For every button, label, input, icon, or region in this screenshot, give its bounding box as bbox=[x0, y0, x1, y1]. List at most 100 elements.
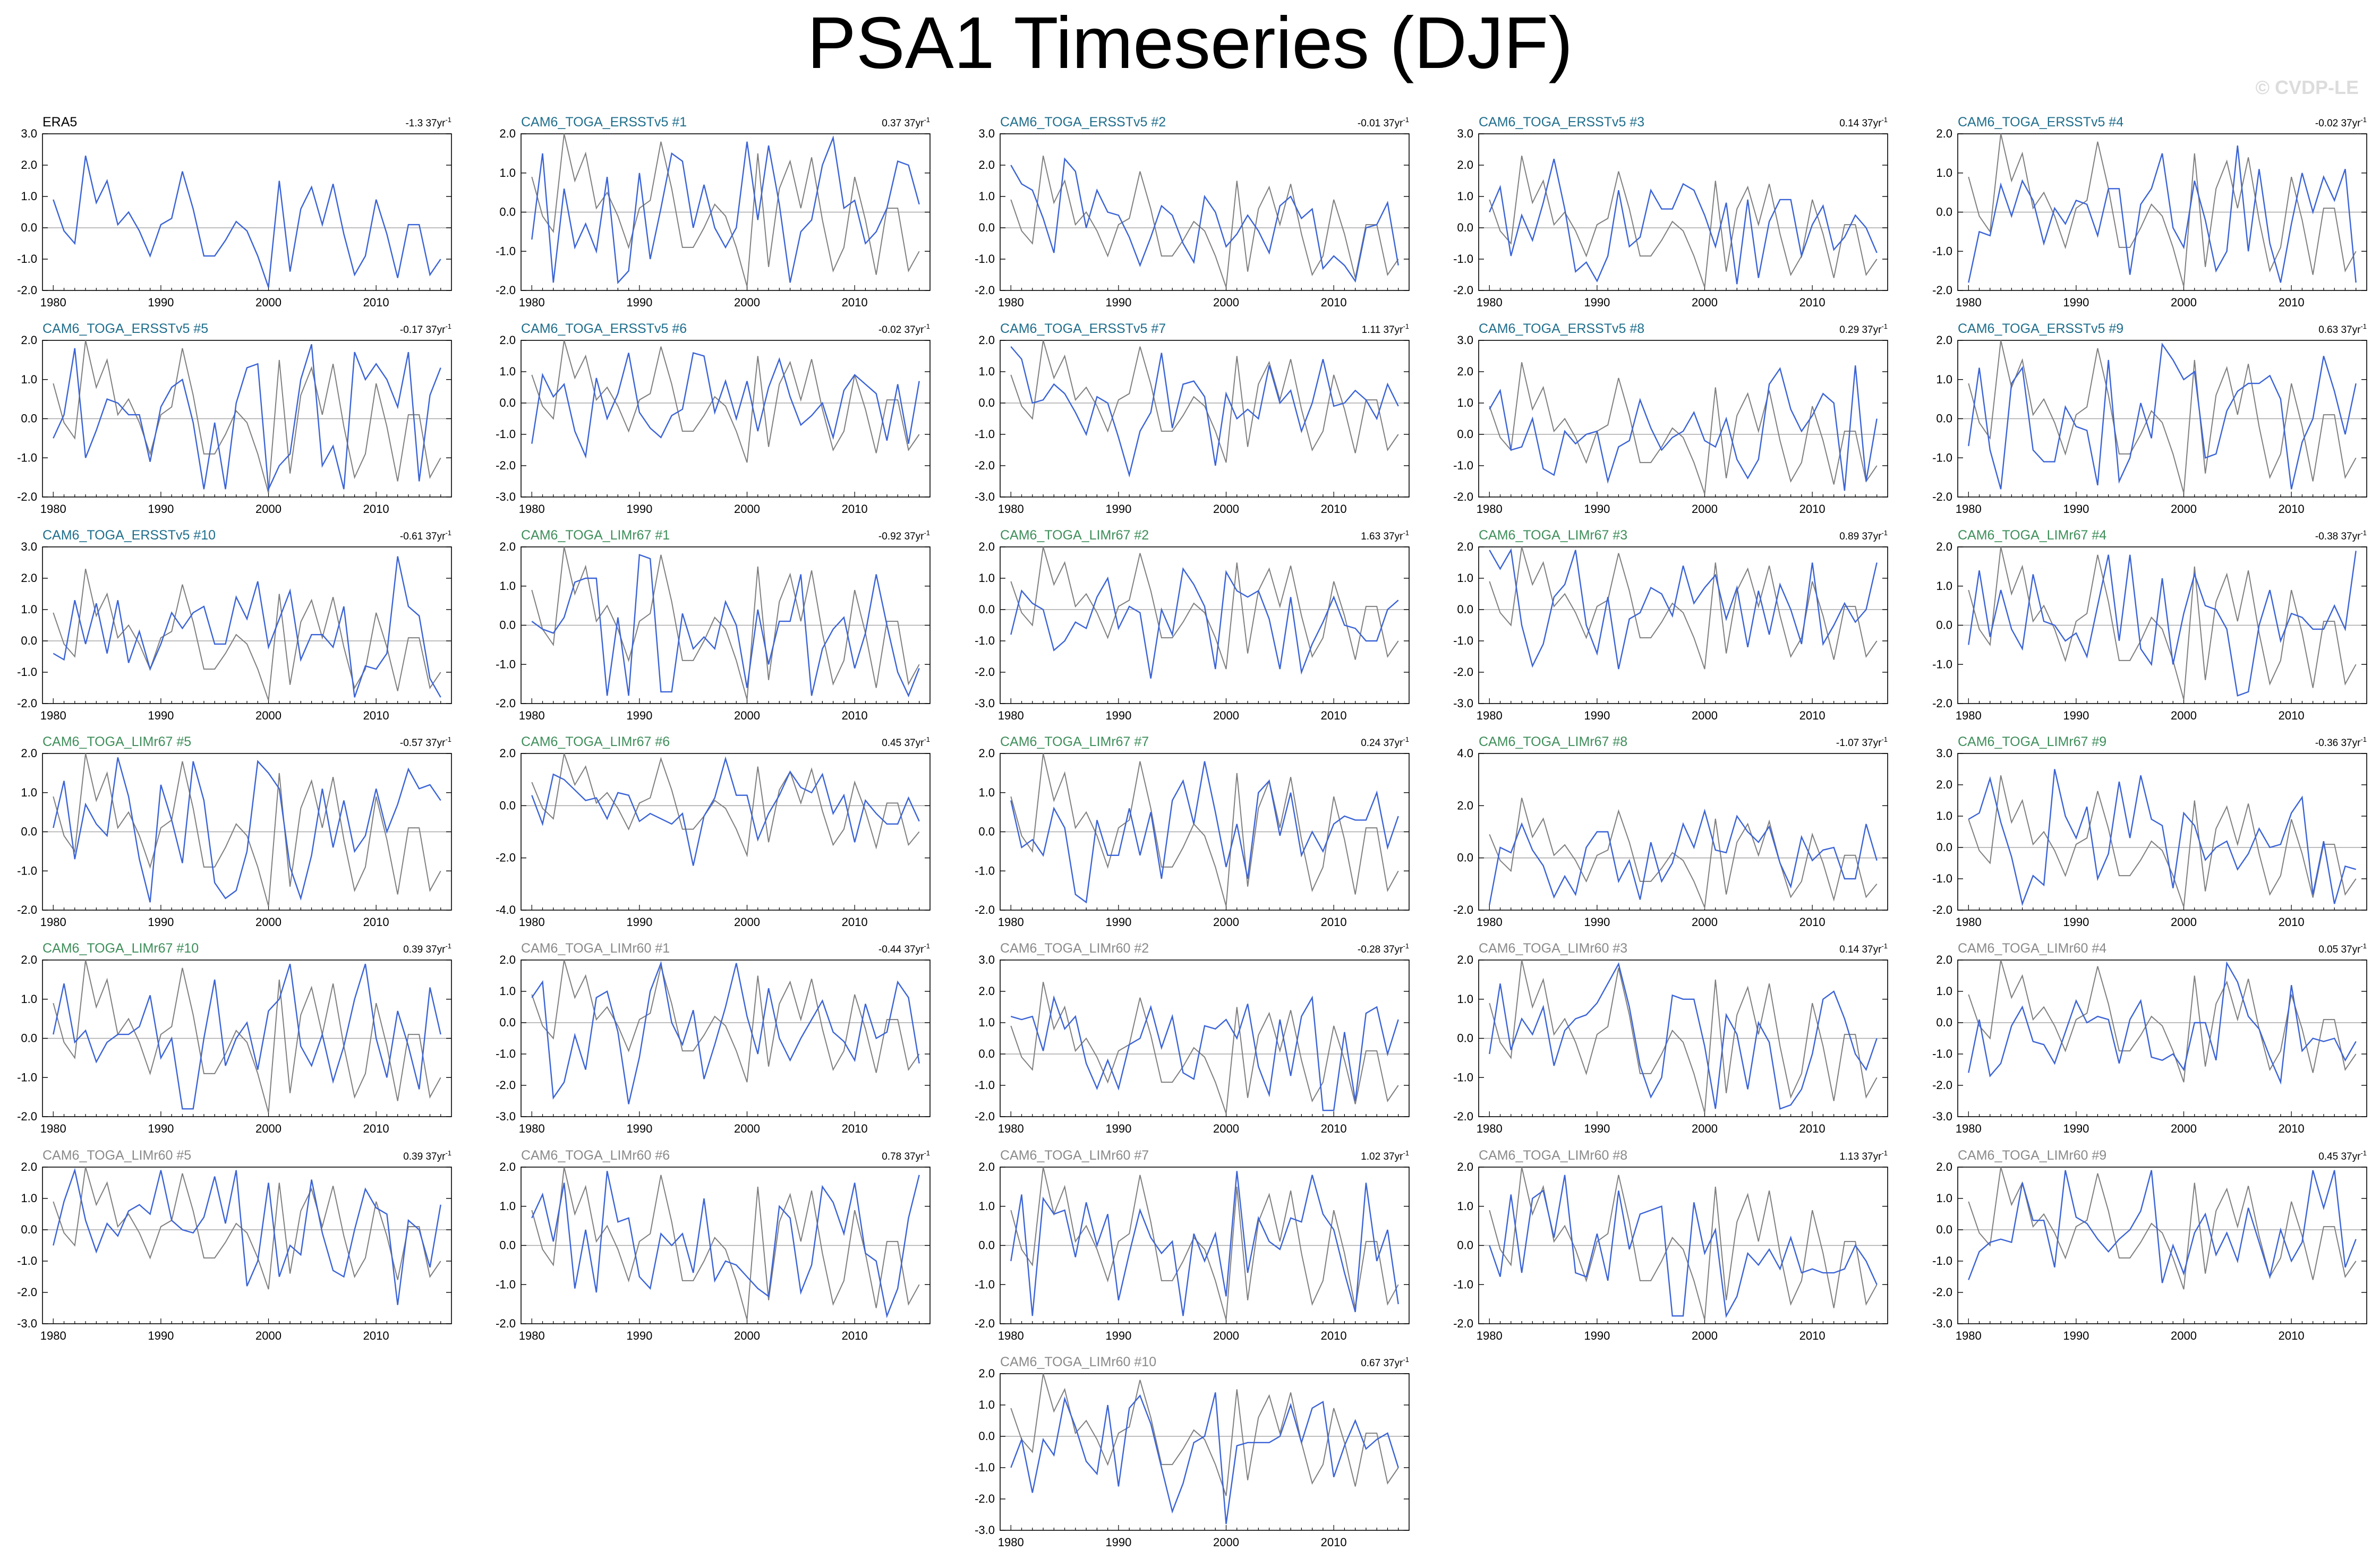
series-line-member bbox=[531, 135, 920, 285]
y-tick-label: 2.0 bbox=[21, 1160, 37, 1173]
x-tick-label: 1980 bbox=[1477, 502, 1503, 516]
panel-title: CAM6_TOGA_LIMr60 #9 bbox=[1958, 1148, 2106, 1163]
x-tick-label: 1980 bbox=[1477, 1122, 1503, 1135]
x-tick-label: 1980 bbox=[1956, 709, 1982, 722]
x-tick-label: 1990 bbox=[626, 296, 652, 309]
x-tick-label: 2010 bbox=[2279, 296, 2305, 309]
y-tick-label: -1.0 bbox=[1453, 634, 1473, 647]
x-tick-label: 2010 bbox=[1321, 296, 1347, 309]
x-tick-label: 2010 bbox=[1799, 296, 1825, 309]
y-tick-label: 1.0 bbox=[21, 786, 37, 799]
y-tick-label: -1.0 bbox=[17, 252, 37, 265]
y-tick-label: 2.0 bbox=[978, 747, 995, 760]
y-tick-label: 2.0 bbox=[978, 1367, 995, 1380]
y-tick-label: 3.0 bbox=[978, 953, 995, 966]
trend-label: -1.3 37yr-1 bbox=[405, 116, 451, 129]
y-tick-label: 2.0 bbox=[1457, 953, 1473, 966]
y-tick-label: 2.0 bbox=[21, 158, 37, 172]
y-tick-label: 2.0 bbox=[21, 571, 37, 585]
plot-frame bbox=[1478, 340, 1888, 498]
panel-title: CAM6_TOGA_ERSSTv5 #3 bbox=[1479, 115, 1644, 130]
y-tick-label: 1.0 bbox=[978, 1398, 995, 1411]
y-tick-label: 3.0 bbox=[978, 127, 995, 140]
y-tick-label: 1.0 bbox=[978, 1199, 995, 1213]
panel-title: CAM6_TOGA_LIMr67 #10 bbox=[42, 941, 199, 956]
y-tick-label: 0.0 bbox=[978, 1429, 995, 1443]
y-tick-label: 0.0 bbox=[21, 825, 37, 838]
x-tick-label: 2000 bbox=[2171, 296, 2197, 309]
panel-title: CAM6_TOGA_LIMr67 #1 bbox=[521, 528, 670, 543]
series-line-era5 bbox=[53, 959, 441, 1113]
y-tick-label: 1.0 bbox=[499, 579, 516, 593]
x-tick-label: 1980 bbox=[519, 709, 545, 722]
x-tick-label: 1980 bbox=[40, 1329, 66, 1342]
x-tick-label: 1990 bbox=[1584, 1329, 1610, 1342]
y-tick-label: 0.0 bbox=[21, 412, 37, 425]
series-line-era5 bbox=[1489, 959, 1878, 1113]
panel: CAM6_TOGA_LIMr67 #9 -0.36 37yr-1 3.0 2.0 1.0… bbox=[1932, 734, 2367, 929]
panel-title: CAM6_TOGA_ERSSTv5 #5 bbox=[42, 321, 208, 336]
x-tick-label: 1980 bbox=[1956, 915, 1982, 929]
y-tick-label: 1.0 bbox=[499, 365, 516, 378]
panel: CAM6_TOGA_LIMr67 #10 0.39 37yr-1 2.0 1.0 0.0… bbox=[17, 941, 452, 1135]
y-tick-label: -2.0 bbox=[17, 697, 37, 710]
trend-label: 0.45 37yr-1 bbox=[2318, 1149, 2367, 1162]
panel: CAM6_TOGA_ERSSTv5 #1 0.37 37yr-1 2.0 1.0 0.0… bbox=[496, 115, 931, 309]
x-tick-label: 2010 bbox=[2279, 709, 2305, 722]
series-line-member bbox=[531, 352, 920, 459]
y-tick-label: 1.0 bbox=[1457, 571, 1473, 585]
y-tick-label: 1.0 bbox=[21, 190, 37, 203]
y-tick-label: 1.0 bbox=[1936, 579, 1952, 593]
x-tick-label: 1990 bbox=[1105, 1122, 1131, 1135]
y-tick-label: -2.0 bbox=[975, 1110, 995, 1123]
plot-frame bbox=[521, 753, 931, 911]
x-tick-label: 2010 bbox=[842, 296, 868, 309]
x-tick-label: 1980 bbox=[1956, 296, 1982, 309]
panel: CAM6_TOGA_LIMr60 #1 -0.44 37yr-1 2.0 1.0 0.0… bbox=[496, 941, 931, 1135]
y-tick-label: -3.0 bbox=[1453, 697, 1473, 710]
y-tick-label: -2.0 bbox=[1453, 284, 1473, 297]
x-tick-label: 1990 bbox=[2063, 296, 2089, 309]
y-tick-label: -3.0 bbox=[496, 1110, 516, 1123]
trend-label: 0.63 37yr-1 bbox=[2318, 322, 2367, 336]
y-tick-label: -2.0 bbox=[975, 284, 995, 297]
trend-label: 0.14 37yr-1 bbox=[1839, 116, 1888, 129]
y-tick-label: 2.0 bbox=[1936, 778, 1952, 791]
y-tick-label: 1.0 bbox=[1936, 984, 1952, 998]
y-tick-label: -2.0 bbox=[496, 284, 516, 297]
series-line-era5 bbox=[1489, 798, 1878, 910]
x-tick-label: 2000 bbox=[255, 296, 281, 309]
y-tick-label: -2.0 bbox=[1932, 490, 1952, 503]
y-tick-label: 2.0 bbox=[1936, 540, 1952, 553]
x-tick-label: 1980 bbox=[998, 915, 1024, 929]
series-line-member bbox=[53, 964, 441, 1110]
y-tick-label: 1.0 bbox=[1936, 166, 1952, 179]
x-tick-label: 2000 bbox=[1692, 1122, 1718, 1135]
y-tick-label: 0.0 bbox=[1936, 1223, 1952, 1236]
series-line-era5 bbox=[531, 133, 920, 287]
x-tick-label: 2000 bbox=[2171, 709, 2197, 722]
panel-title: ERA5 bbox=[42, 115, 77, 130]
x-tick-label: 1980 bbox=[998, 296, 1024, 309]
y-tick-label: -2.0 bbox=[1932, 1078, 1952, 1092]
y-tick-label: 0.0 bbox=[1457, 221, 1473, 234]
y-tick-label: -1.0 bbox=[1453, 1070, 1473, 1084]
x-tick-label: 2010 bbox=[1799, 915, 1825, 929]
y-tick-label: -2.0 bbox=[1932, 903, 1952, 916]
series-line-era5 bbox=[53, 340, 441, 493]
x-tick-label: 1980 bbox=[1477, 1329, 1503, 1342]
y-tick-label: 3.0 bbox=[1457, 127, 1473, 140]
plot-frame bbox=[1000, 1373, 1410, 1531]
x-tick-label: 2000 bbox=[1213, 709, 1239, 722]
y-tick-label: 3.0 bbox=[21, 540, 37, 553]
y-tick-label: -2.0 bbox=[1453, 665, 1473, 679]
plot-frame bbox=[1000, 959, 1410, 1117]
y-tick-label: -1.0 bbox=[496, 657, 516, 671]
x-tick-label: 2000 bbox=[734, 709, 760, 722]
y-tick-label: -1.0 bbox=[496, 427, 516, 441]
y-tick-label: 1.0 bbox=[1936, 373, 1952, 386]
panel-title: CAM6_TOGA_ERSSTv5 #4 bbox=[1958, 115, 2123, 130]
trend-label: 0.89 37yr-1 bbox=[1839, 529, 1888, 542]
series-line-member bbox=[1489, 808, 1878, 905]
